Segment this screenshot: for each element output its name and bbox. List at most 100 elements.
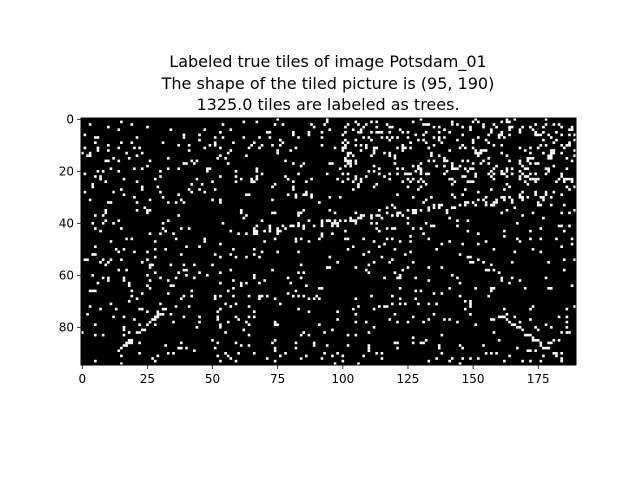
labeled-tile — [260, 250, 264, 254]
labeled-tile — [109, 240, 113, 243]
labeled-tile — [549, 157, 553, 160]
y-tick-label: 0 — [66, 112, 74, 126]
labeled-tile — [344, 164, 347, 168]
labeled-tile — [219, 146, 222, 150]
labeled-tile — [297, 172, 300, 176]
labeled-tile — [424, 131, 428, 134]
labeled-tile — [359, 131, 363, 134]
labeled-tile — [219, 294, 222, 298]
labeled-tile — [458, 281, 462, 285]
chart-title-line-1: Labeled true tiles of image Potsdam_01 — [169, 52, 487, 71]
labeled-tile — [469, 302, 472, 306]
labeled-tile — [430, 151, 433, 155]
labeled-tile — [122, 248, 126, 251]
labeled-tile — [440, 203, 444, 207]
labeled-tile — [125, 268, 128, 272]
labeled-tile — [427, 206, 431, 209]
labeled-tile — [432, 292, 436, 295]
labeled-tile — [570, 284, 574, 287]
labeled-tile — [153, 255, 157, 259]
labeled-tile — [120, 362, 123, 365]
labeled-tile — [354, 138, 358, 142]
labeled-tile — [166, 219, 170, 222]
labeled-tile — [503, 136, 506, 139]
labeled-tile — [273, 211, 277, 215]
labeled-tile — [552, 190, 556, 194]
labeled-tile — [198, 320, 201, 324]
labeled-tile — [406, 185, 410, 189]
labeled-tile — [99, 177, 102, 181]
labeled-tile — [406, 222, 410, 225]
labeled-tile — [458, 253, 462, 256]
labeled-tile — [469, 300, 472, 303]
labeled-tile — [320, 235, 324, 238]
labeled-tile — [450, 183, 454, 186]
labeled-tile — [450, 162, 454, 165]
labeled-tile — [148, 232, 152, 235]
labeled-tile — [487, 162, 491, 165]
labeled-tile — [456, 276, 459, 280]
labeled-tile — [94, 141, 97, 144]
labeled-tile — [492, 331, 496, 334]
labeled-tile — [437, 138, 441, 142]
labeled-tile — [443, 157, 446, 160]
labeled-tile — [206, 170, 209, 173]
labeled-tile — [273, 123, 277, 126]
labeled-tile — [529, 177, 532, 181]
labeled-tile — [354, 297, 358, 300]
labeled-tile — [375, 131, 378, 134]
labeled-tile — [127, 331, 131, 334]
labeled-tile — [258, 255, 261, 259]
labeled-tile — [430, 154, 433, 157]
labeled-tile — [549, 341, 553, 345]
labeled-tile — [568, 211, 571, 215]
labeled-tile — [396, 214, 399, 217]
labeled-tile — [562, 180, 566, 183]
labeled-tile — [182, 133, 186, 137]
labeled-tile — [122, 315, 126, 319]
labeled-tile — [120, 141, 123, 144]
labeled-tile — [125, 341, 128, 345]
labeled-tile — [292, 224, 295, 228]
labeled-tile — [354, 333, 358, 337]
labeled-tile — [516, 326, 519, 329]
labeled-tile — [427, 159, 431, 163]
labeled-tile — [211, 339, 214, 342]
labeled-tile — [380, 216, 384, 220]
labeled-tile — [271, 341, 274, 345]
labeled-tile — [346, 177, 350, 181]
labeled-tile — [271, 268, 274, 272]
labeled-tile — [573, 149, 576, 152]
labeled-tile — [401, 214, 405, 217]
labeled-tile — [320, 232, 324, 235]
labeled-tile — [557, 224, 561, 228]
plot-frame — [80, 117, 577, 366]
labeled-tile — [424, 123, 428, 126]
labeled-tile — [544, 346, 548, 350]
labeled-tile — [544, 193, 548, 196]
labeled-tile — [234, 170, 238, 173]
labeled-tile — [206, 274, 209, 277]
labeled-tile — [409, 240, 412, 243]
labeled-tile — [245, 281, 248, 285]
labeled-tile — [359, 216, 363, 220]
labeled-tile — [182, 136, 186, 139]
labeled-tile — [500, 170, 504, 173]
labeled-tile — [419, 172, 423, 176]
labeled-tile — [469, 180, 472, 183]
labeled-tile — [213, 136, 217, 139]
labeled-tile — [398, 128, 402, 131]
labeled-tile — [565, 315, 569, 319]
labeled-tile — [445, 209, 449, 212]
labeled-tile — [153, 359, 157, 363]
labeled-tile — [234, 302, 238, 306]
labeled-tile — [83, 133, 87, 137]
labeled-tile — [542, 354, 545, 358]
labeled-tile — [432, 136, 436, 139]
labeled-tile — [239, 344, 243, 347]
labeled-tile — [518, 162, 522, 165]
labeled-tile — [500, 276, 504, 280]
labeled-tile — [284, 227, 287, 230]
labeled-tile — [492, 172, 496, 176]
